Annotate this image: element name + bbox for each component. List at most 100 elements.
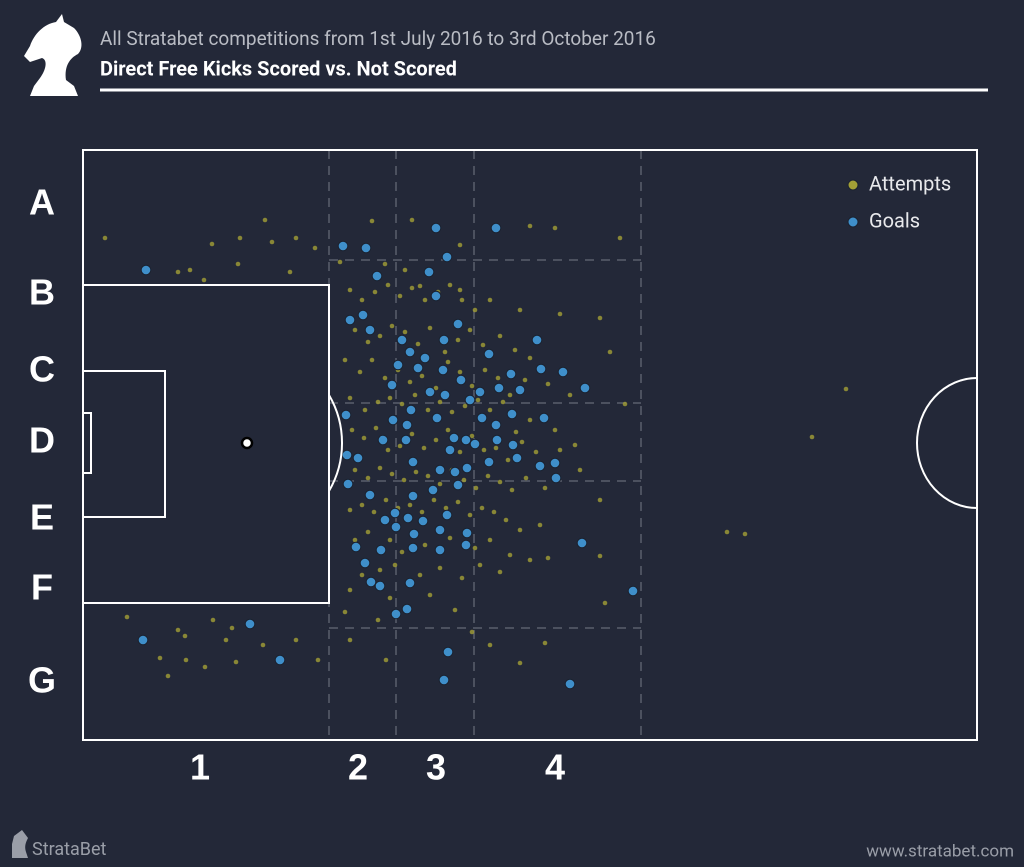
attempt-point bbox=[182, 633, 188, 639]
attempt-point bbox=[359, 502, 365, 508]
attempt-point bbox=[365, 529, 371, 535]
attempt-point bbox=[481, 447, 487, 453]
attempt-point bbox=[617, 235, 623, 241]
goal-point bbox=[337, 240, 349, 252]
goal-point bbox=[461, 527, 473, 539]
goal-point bbox=[534, 460, 546, 472]
attempt-point bbox=[385, 447, 391, 453]
attempt-point bbox=[469, 629, 475, 635]
attempt-point bbox=[742, 531, 748, 537]
attempt-point bbox=[491, 509, 497, 515]
attempt-point bbox=[552, 225, 558, 231]
attempt-point bbox=[557, 311, 563, 317]
goal-point bbox=[460, 434, 472, 446]
attempt-point bbox=[537, 522, 543, 528]
attempt-point bbox=[415, 341, 421, 347]
attempt-point bbox=[409, 431, 415, 437]
goal-point bbox=[531, 334, 543, 346]
attempt-point bbox=[505, 457, 511, 463]
attempt-point bbox=[210, 617, 216, 623]
goal-point bbox=[557, 366, 569, 378]
column-label: 3 bbox=[426, 747, 446, 788]
column-label: 2 bbox=[348, 747, 368, 788]
attempt-point bbox=[369, 357, 375, 363]
attempt-point bbox=[469, 383, 475, 389]
attempt-point bbox=[480, 342, 486, 348]
attempt-point bbox=[461, 477, 467, 483]
goal-point bbox=[401, 603, 413, 615]
goal-point bbox=[404, 577, 416, 589]
brand-logo bbox=[12, 830, 28, 858]
attempt-point bbox=[597, 553, 603, 559]
attempt-point bbox=[359, 572, 365, 578]
attempt-point bbox=[597, 497, 603, 503]
attempt-point bbox=[487, 642, 493, 648]
row-label: D bbox=[29, 420, 55, 461]
attempt-point bbox=[102, 235, 108, 241]
attempt-point bbox=[447, 535, 453, 541]
goal-point bbox=[439, 389, 451, 401]
goal-point bbox=[491, 434, 503, 446]
goal-point bbox=[400, 434, 412, 446]
attempt-point bbox=[507, 392, 513, 398]
attempt-point bbox=[262, 217, 268, 223]
goal-point bbox=[438, 674, 450, 686]
goal-point bbox=[505, 368, 517, 380]
attempt-point bbox=[287, 269, 293, 275]
attempt-point bbox=[223, 637, 229, 643]
attempt-point bbox=[124, 614, 130, 620]
goal-point bbox=[140, 264, 152, 276]
goal-point bbox=[461, 462, 473, 474]
attempt-point bbox=[724, 529, 730, 535]
goal-point bbox=[423, 266, 435, 278]
attempt-point bbox=[157, 655, 163, 661]
attempt-point bbox=[577, 467, 583, 473]
goal-point bbox=[441, 251, 453, 263]
attempt-point bbox=[445, 427, 451, 433]
goal-point bbox=[357, 309, 369, 321]
goal-point bbox=[452, 318, 464, 330]
website: www.stratabet.com bbox=[866, 841, 1014, 861]
goal-point bbox=[352, 452, 364, 464]
goal-point bbox=[449, 466, 461, 478]
attempt-point bbox=[427, 592, 433, 598]
goal-point bbox=[390, 608, 402, 620]
attempt-point bbox=[462, 403, 468, 409]
attempt-point bbox=[527, 355, 533, 361]
goal-point bbox=[430, 222, 442, 234]
attempt-point bbox=[409, 285, 415, 291]
attempt-point bbox=[422, 297, 428, 303]
goal-point bbox=[412, 362, 424, 374]
attempt-point bbox=[479, 505, 485, 511]
attempt-point bbox=[165, 673, 171, 679]
attempt-point bbox=[385, 282, 391, 288]
attempt-point bbox=[449, 409, 455, 415]
goal-point bbox=[437, 364, 449, 376]
attempt-point bbox=[431, 497, 437, 503]
attempt-point bbox=[371, 509, 377, 515]
goal-point bbox=[390, 521, 402, 533]
attempt-point bbox=[347, 587, 353, 593]
row-label: A bbox=[29, 182, 55, 223]
attempt-point bbox=[452, 607, 458, 613]
attempt-point bbox=[517, 307, 523, 313]
goal-point bbox=[371, 270, 383, 282]
attempt-point bbox=[809, 434, 815, 440]
attempt-point bbox=[235, 261, 241, 267]
attempt-point bbox=[383, 497, 389, 503]
attempt-point bbox=[342, 357, 348, 363]
column-label: 1 bbox=[190, 747, 210, 788]
attempt-point bbox=[382, 261, 388, 267]
attempt-point bbox=[467, 512, 473, 518]
attempt-point bbox=[229, 625, 235, 631]
attempt-point bbox=[175, 627, 181, 633]
goal-point bbox=[444, 444, 456, 456]
goal-point bbox=[137, 634, 149, 646]
attempt-point bbox=[445, 359, 451, 365]
attempt-point bbox=[347, 395, 353, 401]
points bbox=[102, 217, 849, 690]
attempt-point bbox=[377, 465, 383, 471]
attempt-point bbox=[183, 657, 189, 663]
attempt-point bbox=[369, 218, 375, 224]
attempt-point bbox=[447, 282, 453, 288]
